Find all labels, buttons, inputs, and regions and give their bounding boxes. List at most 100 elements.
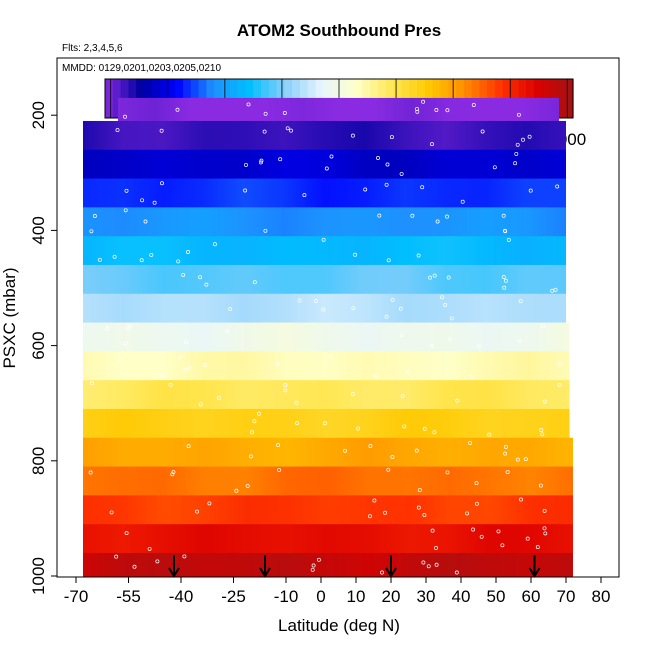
sample-point [112,254,117,259]
sample-point [503,444,508,449]
sample-point [314,299,319,303]
sample-point [123,341,128,346]
sample-point [426,564,431,569]
heatmap-band [83,322,570,352]
sample-point [430,142,434,147]
colorbar-cell [565,79,574,118]
sample-point [515,457,520,462]
sample-point [90,381,94,386]
flight-arrow-head [528,567,541,578]
sample-point [445,108,450,113]
sample-point [171,470,176,475]
sample-point [322,421,327,426]
sample-point [519,497,523,502]
sample-point [399,171,404,176]
sample-point [328,355,333,360]
x-tick-label: 60 [522,587,541,606]
sample-point [243,188,248,193]
y-tick-label: 400 [29,216,48,244]
plot-frame [56,57,620,578]
sample-point [521,137,525,142]
sample-point [514,151,519,156]
sample-point [282,111,287,115]
sample-point [115,128,120,133]
sample-point [114,554,119,559]
sample-point [368,514,372,519]
sample-point [400,394,405,399]
sample-point [518,339,522,344]
sample-point [132,564,137,569]
heatmap-band [83,437,573,468]
sample-point [373,374,378,378]
sample-point [432,430,437,435]
sample-point [89,229,94,234]
sample-point [557,382,562,387]
sample-point [386,467,391,472]
sample-point [321,237,326,242]
sample-point [187,366,192,371]
sample-point [434,546,439,550]
sample-point [468,441,473,445]
sample-point [506,237,511,242]
heatmap-band [83,120,566,151]
x-tick-label: 40 [452,587,471,606]
sample-point [170,472,175,477]
sample-point [202,362,207,367]
sample-point [504,278,508,283]
sample-point [310,567,315,572]
x-tick-label: -70 [64,587,89,606]
sample-point [503,451,508,456]
sample-point [262,129,267,134]
sample-point [204,282,209,287]
sample-point [216,395,221,400]
sample-point [353,252,358,257]
sample-point [398,306,403,311]
sample-point [449,316,454,321]
flight-arrows [168,555,541,578]
sample-point [402,424,407,429]
heatmap-band [118,97,559,122]
sample-point [417,488,422,493]
x-tick-label: -40 [169,587,194,606]
sample-point [445,214,449,219]
sample-point [422,513,427,518]
x-tick-label: 0 [316,587,325,606]
sample-point [212,242,217,247]
sample-point [124,188,129,193]
sample-point [471,527,475,532]
sample-point [420,185,425,190]
sample-point [277,467,282,472]
sample-point [550,288,555,293]
sample-point [302,193,307,198]
sample-point [390,297,395,302]
sample-point [139,258,144,263]
sample-point [435,219,440,224]
sample-point [502,285,507,290]
sample-point [88,470,93,475]
sample-point [368,444,373,448]
sample-point [343,448,348,453]
y-tick-label: 1000 [29,557,48,595]
chart-title: ATOM2 Southbound Pres [237,21,441,40]
sample-point [276,443,281,447]
sample-point [105,326,110,331]
sample-point [252,280,257,285]
sample-point [415,106,419,111]
sample-point [479,534,484,539]
heatmap-bands [83,97,573,577]
sample-point [377,213,382,218]
sample-point [496,529,501,534]
sample-point [527,134,532,139]
heatmap-band [83,524,573,554]
flight-arrow-head [259,567,271,578]
sample-point [538,483,543,488]
y-axis: 200 400 600 800 1000 [29,101,57,595]
sample-point [97,257,102,262]
sample-point [440,295,445,300]
sample-point [225,328,230,333]
sample-point [143,219,148,224]
sample-point [513,161,518,166]
sample-point [350,133,355,138]
sample-point [553,287,558,292]
sample-point [181,273,186,277]
